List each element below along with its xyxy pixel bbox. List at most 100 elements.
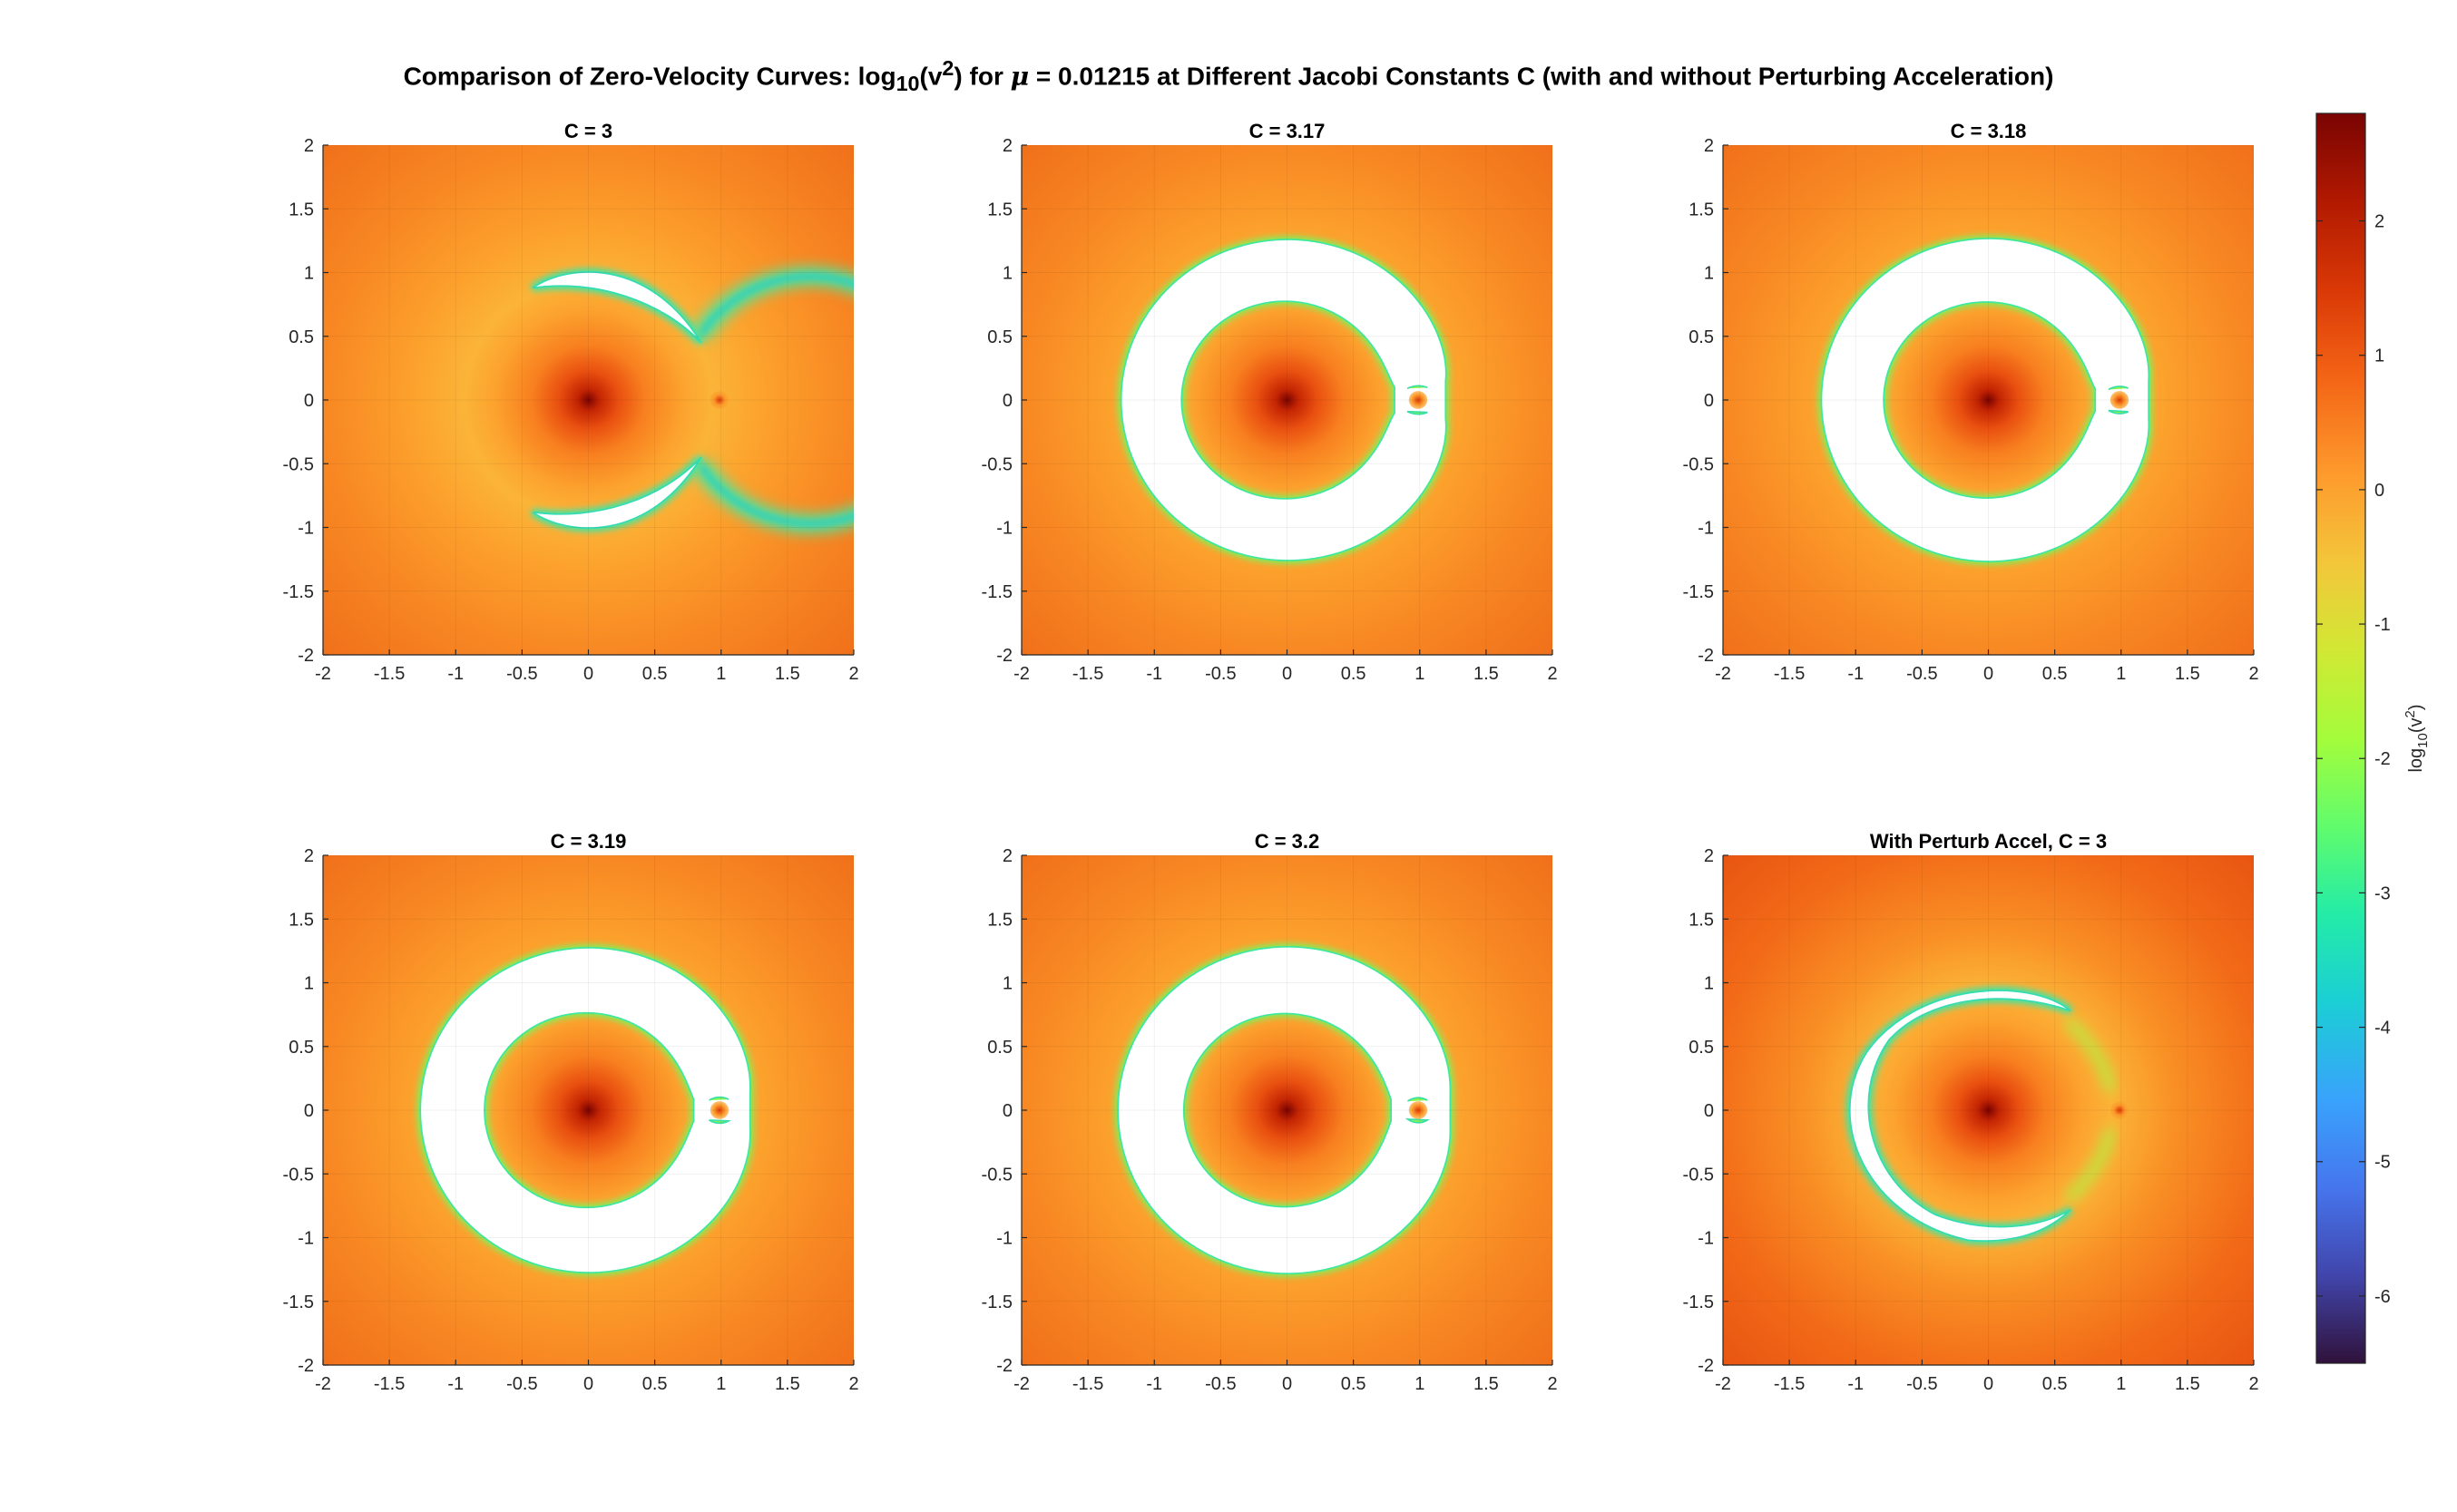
heatmap-background	[323, 855, 854, 1365]
colorbar-tick-label: 1	[2374, 346, 2384, 366]
x-tick-label: 0	[583, 1374, 593, 1394]
y-tick-label: 1	[304, 264, 314, 284]
y-tick-label: 0.5	[289, 327, 314, 347]
moon-lobe	[1406, 385, 1428, 415]
plot-area	[1022, 145, 1552, 655]
heatmap-background	[1723, 145, 2254, 655]
plot-area	[1723, 145, 2254, 655]
x-tick-label: -0.5	[506, 1374, 537, 1394]
y-tick-label: 0	[304, 391, 314, 411]
moon-marker	[2109, 391, 2129, 409]
x-tick-label: 1	[2116, 1374, 2126, 1394]
x-tick-label: -1	[1847, 1374, 1864, 1394]
y-tick-label: -0.5	[1683, 454, 1714, 474]
x-tick-label: -1.5	[374, 664, 405, 684]
y-tick-label: 0	[1704, 1101, 1714, 1121]
colorbar-tick-label: -6	[2374, 1287, 2391, 1307]
heatmap-field	[1723, 145, 2254, 655]
x-tick-label: 0	[1983, 664, 1993, 684]
y-tick-label: -1.5	[1683, 582, 1714, 602]
y-tick-label: 1.5	[289, 200, 314, 219]
x-tick-label: 1.5	[775, 1374, 800, 1394]
y-tick-label: -1.5	[982, 582, 1013, 602]
figure-title: Comparison of Zero-Velocity Curves: log1…	[403, 56, 2054, 95]
y-tick-label: 0.5	[987, 1038, 1013, 1058]
forbidden-region-2	[532, 456, 702, 529]
colorbar-tick-label: -2	[2374, 749, 2391, 769]
subplot-5: -2 -1.5 -1 -0.5 0 0.5 1 1.5 2 -2 -1.5 -1 -0.5 0 0.5 1 1.…	[982, 830, 1558, 1394]
y-tick-label: -2	[298, 1356, 314, 1376]
subplot-title: C = 3.2	[1255, 830, 1320, 853]
x-tick-label: -1.5	[1774, 664, 1805, 684]
x-tick-label: 1.5	[1473, 664, 1499, 684]
colorbar-tick-label: -3	[2374, 883, 2391, 903]
y-tick-label: -1	[1698, 519, 1714, 539]
x-tick-label: 2	[1547, 1374, 1557, 1394]
moon-marker	[1408, 1101, 1428, 1119]
plot-area	[323, 855, 854, 1365]
x-tick-label: 0.5	[1341, 664, 1366, 684]
x-tick-label: 2	[848, 664, 858, 684]
x-tick-label: -0.5	[1205, 664, 1236, 684]
subplot-2: -2 -1.5 -1 -0.5 0 0.5 1 1.5 2 -2 -1.5 -1 -0.5 0 0.5 1 1.…	[982, 120, 1558, 684]
grid	[1022, 855, 1552, 1365]
x-tick-label: -0.5	[506, 664, 537, 684]
colorbar-tick-label: -4	[2374, 1019, 2391, 1039]
forbidden-region	[419, 947, 751, 1273]
y-tick-label: 2	[1003, 846, 1013, 866]
x-tick-label: -1	[447, 664, 464, 684]
low-velocity-core	[697, 273, 854, 527]
colorbar-tick-label: 0	[2374, 481, 2384, 501]
subplot-title: With Perturb Accel, C = 3	[1870, 830, 2107, 853]
moon-marker	[1408, 391, 1428, 409]
x-tick-label: 1.5	[1473, 1374, 1499, 1394]
subplot-4: -2 -1.5 -1 -0.5 0 0.5 1 1.5 2 -2 -1.5 -1 -0.5 0 0.5 1 1.…	[283, 830, 859, 1394]
heatmap-field	[323, 145, 854, 655]
grid	[1022, 145, 1552, 655]
moon-marker	[710, 391, 729, 409]
plot-area	[323, 145, 854, 655]
y-tick-label: -0.5	[283, 1165, 314, 1185]
x-tick-label: -1	[1146, 1374, 1162, 1394]
heatmap-field	[1022, 145, 1552, 655]
x-tick-label: 1	[1414, 1374, 1424, 1394]
y-tick-label: 1	[1003, 264, 1013, 284]
grid	[323, 145, 854, 655]
y-tick-label: 2	[1003, 136, 1013, 156]
y-tick-label: -2	[996, 646, 1013, 666]
y-tick-label: 1	[1704, 264, 1714, 284]
y-tick-label: 0.5	[1689, 1038, 1714, 1058]
y-tick-label: 0	[1704, 391, 1714, 411]
grid	[323, 855, 854, 1365]
x-tick-label: 0.5	[642, 1374, 668, 1394]
y-tick-label: -2	[298, 646, 314, 666]
x-tick-label: 1	[716, 1374, 726, 1394]
y-tick-label: -1	[996, 1229, 1013, 1249]
y-tick-label: 0.5	[1689, 327, 1714, 347]
y-tick-label: -0.5	[283, 454, 314, 474]
y-tick-label: -1.5	[1683, 1293, 1714, 1312]
heatmap-background	[1022, 145, 1552, 655]
subplot-title: C = 3.19	[551, 830, 627, 853]
y-tick-label: -2	[1698, 646, 1714, 666]
colorbar-tick-label: -5	[2374, 1153, 2391, 1173]
x-tick-label: -2	[1715, 1374, 1731, 1394]
y-tick-label: 2	[304, 136, 314, 156]
y-tick-label: 0	[1003, 391, 1013, 411]
heatmap-background	[323, 145, 854, 655]
x-tick-label: -1	[1847, 664, 1864, 684]
y-tick-label: -0.5	[982, 454, 1013, 474]
x-tick-label: 0	[1983, 1374, 1993, 1394]
moon-lobe	[709, 1096, 732, 1125]
y-tick-label: 1	[1704, 974, 1714, 994]
colorbar-gradient	[2315, 112, 2366, 1364]
low-velocity-band	[2063, 1017, 2117, 1204]
x-tick-label: -1.5	[1774, 1374, 1805, 1394]
y-tick-label: -1	[298, 519, 314, 539]
subplot-3: -2 -1.5 -1 -0.5 0 0.5 1 1.5 2 -2 -1.5 -1 -0.5 0 0.5 1 1.…	[1683, 120, 2259, 684]
y-tick-label: 1.5	[1689, 200, 1714, 219]
y-tick-label: -1	[298, 1229, 314, 1249]
y-tick-label: 2	[1704, 136, 1714, 156]
x-tick-label: 0.5	[1341, 1374, 1366, 1394]
